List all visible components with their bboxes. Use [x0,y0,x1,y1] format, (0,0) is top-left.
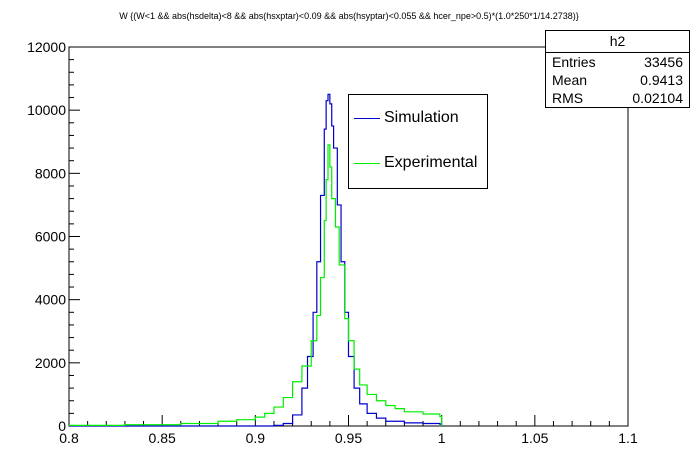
y-tick-label: 2000 [35,355,66,371]
x-tick-label: 1.1 [618,430,638,446]
stats-value: 33456 [644,54,683,70]
stats-row-entries: Entries 33456 [546,53,689,71]
series-line-experimental [69,144,443,426]
x-tick-label: 1.05 [521,430,548,446]
x-tick-label: 1 [438,430,446,446]
stats-value: 0.02104 [632,90,683,106]
y-tick-label: 10000 [27,102,66,118]
legend-swatch [354,163,380,164]
y-tick-label: 12000 [27,39,66,55]
stats-label: Mean [552,72,588,88]
legend: Simulation Experimental [348,94,488,189]
legend-entry-simulation: Simulation [349,107,489,131]
legend-entry-experimental: Experimental [349,152,489,176]
legend-swatch [354,118,380,119]
stats-label: RMS [552,90,584,106]
stats-row-mean: Mean 0.9413 [546,71,689,89]
chart-title: W {(W<1 && abs(hsdelta)<8 && abs(hsxptar… [119,11,579,21]
series-line-simulation [69,93,443,427]
stats-value: 0.9413 [640,72,683,88]
stats-box: h2 Entries 33456 Mean 0.9413 RMS 0.02104 [545,30,690,108]
stats-name: h2 [546,31,689,53]
y-tick-label: 8000 [35,165,66,181]
x-tick-label: 0.95 [335,430,362,446]
stats-row-rms: RMS 0.02104 [546,89,689,107]
x-tick-label: 0.85 [149,430,176,446]
x-tick-label: 0.8 [59,430,79,446]
legend-label: Simulation [384,109,459,126]
y-tick-label: 0 [58,418,66,434]
legend-label: Experimental [384,154,478,171]
y-tick-label: 6000 [35,229,66,245]
y-tick-label: 4000 [35,292,66,308]
x-tick-label: 0.9 [246,430,266,446]
stats-label: Entries [552,54,596,70]
